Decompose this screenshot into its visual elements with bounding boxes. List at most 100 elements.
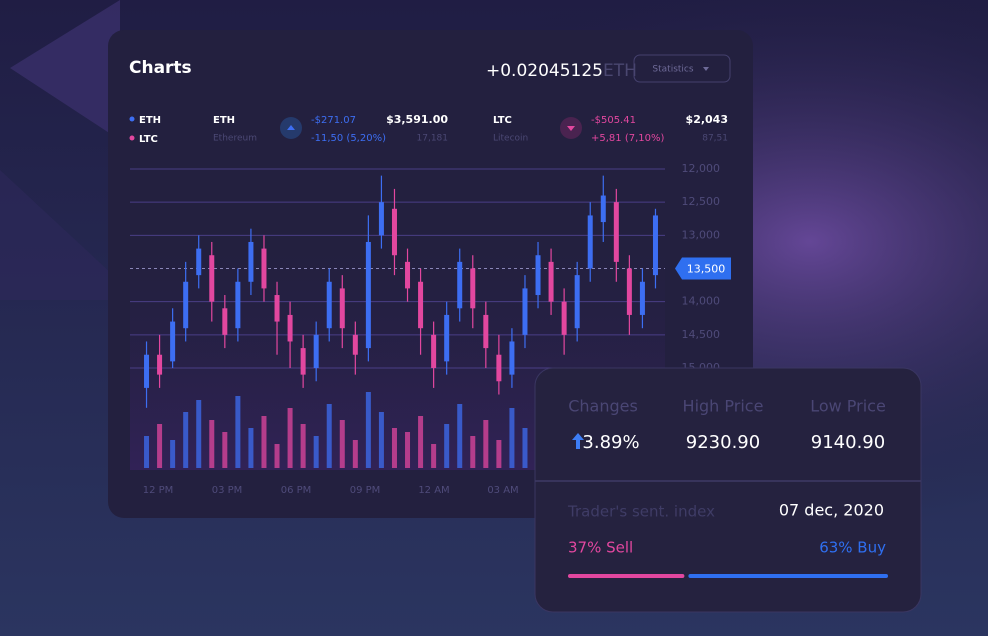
volume-bar [431,444,437,468]
candle-body [209,255,215,302]
volume-bar [391,428,397,468]
candle-body [522,288,528,335]
volume-bar [496,440,502,468]
candle-body [300,348,306,375]
button-frame[interactable] [633,54,731,83]
volume-bar [509,408,515,468]
sell-bar [568,574,685,578]
candle-body [496,354,502,382]
volume-bar [183,412,189,468]
candle-body [261,248,267,289]
volume-bar [405,432,411,468]
ticker-price: $2,043 [686,113,728,126]
candle-body [418,281,424,329]
x-tick-label: 03 AM [487,485,518,496]
balance-change: +0.02045125ETH [486,61,637,81]
ticker-price: $3,591.00 [386,113,448,126]
candle-body [248,241,254,282]
candle-body [483,314,489,349]
candle-body [457,261,463,309]
candle-body [587,215,593,269]
y-tick-label: 12,000 [682,162,721,175]
ticker-name: Ethereum [213,134,257,144]
candle-body [626,268,632,315]
candle-body [287,314,293,342]
decor-arrow [10,0,120,140]
index-label: Trader's sent. index [567,503,715,521]
candle-body [470,268,476,309]
buy-label: 63% Buy [819,539,886,557]
ticker-change: -$271.07 [311,115,356,126]
decor-shape [0,170,140,300]
candle-body [170,321,176,362]
volume-bar [222,432,228,468]
x-tick-label: 12 AM [418,485,449,496]
volume-bar [144,436,150,468]
candle-body [548,261,554,302]
candle-body [222,308,228,335]
candle-body [339,288,345,329]
candle-body [535,255,541,296]
candle-body [378,202,384,236]
sell-label: 37% Sell [568,539,633,557]
ticker-name: Litecoin [493,134,528,144]
legend-dot [129,116,135,122]
y-tick-label: 13,000 [682,228,721,241]
candle-body [444,314,450,362]
stats-card [534,367,922,613]
volume-bar [418,416,424,468]
candle-body [235,281,241,329]
button-label: Statistics [652,65,693,75]
candle-body [561,301,567,335]
volume-bar [287,408,293,468]
button-caret [703,67,709,71]
ticker-change-pct: +5,81 (7,10%) [591,133,664,144]
candle-body [652,215,658,276]
candle-body [274,295,280,322]
volume-bar [470,436,476,468]
candle-body [391,208,397,256]
x-tick-label: 09 PM [350,485,381,496]
trend-arrow [567,126,575,131]
candle-body [431,334,437,368]
y-tick-label: 14,000 [682,295,721,308]
candle-body [613,202,619,262]
statistics-button[interactable]: Statistics [633,54,731,83]
candle-body [509,341,515,375]
volume-bar [313,436,319,468]
volume-bar [378,412,384,468]
candle-body [183,281,189,329]
balance-value: +0.02045125 [486,61,603,81]
candle-body [326,281,332,329]
x-tick-label: 12 PM [143,485,174,496]
ticker-change: -$505.41 [591,115,636,126]
x-tick-label: 03 PM [212,485,243,496]
stats-header: Changes [568,397,638,416]
volume-bar [339,420,345,468]
volume-bar [196,400,202,468]
candle-body [639,281,645,315]
legend-dot [129,135,135,141]
stats-value: 3.89% [582,432,639,453]
volume-bar [444,424,450,468]
stats-value: 9140.90 [811,432,885,453]
volume-bar [522,428,528,468]
candle-body [365,241,371,349]
index-date: 07 dec, 2020 [779,501,884,520]
trend-arrow [287,125,295,130]
volume-bar [483,420,489,468]
volume-bar [209,420,215,468]
change-up-arrow [572,433,584,449]
volume-bar [235,396,241,468]
volume-bar [170,440,176,468]
volume-bar [300,424,306,468]
candle-body [405,261,411,289]
stats-layer: Changes High Price Low Price 3.89% 9230.90 91… [567,397,888,578]
current-price-label: 13,500 [687,263,726,276]
ticker-symbol: ETH [213,115,235,126]
candle-body [574,275,580,329]
chart-title: Charts [129,58,192,78]
candle-body [313,334,319,368]
stats-header: High Price [683,397,764,416]
